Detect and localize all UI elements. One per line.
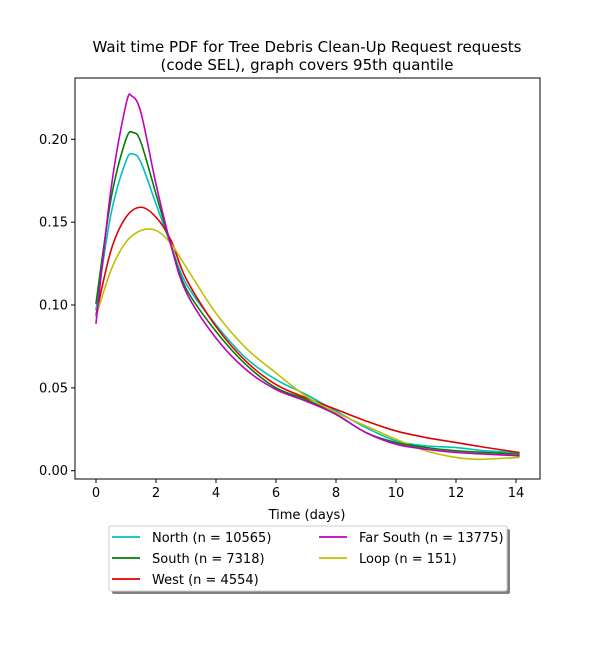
legend-label-1: West (n = 4554) bbox=[152, 573, 259, 588]
x-tick-label: 8 bbox=[332, 486, 340, 501]
x-tick-label: 10 bbox=[388, 486, 405, 501]
y-tick-label: 0.15 bbox=[39, 216, 68, 231]
chart-title-line1: Wait time PDF for Tree Debris Clean-Up R… bbox=[93, 38, 522, 56]
legend-label-0: North (n = 10565) bbox=[152, 531, 271, 546]
x-axis-label: Time (days) bbox=[268, 508, 346, 523]
plot-area bbox=[75, 78, 540, 479]
series-layer bbox=[95, 93, 520, 461]
series-line-3 bbox=[95, 130, 520, 455]
x-tick-label: 4 bbox=[212, 486, 220, 501]
y-axis-ticks: 0.00 0.05 0.10 0.15 0.20 bbox=[39, 133, 75, 479]
x-tick-label: 0 bbox=[92, 486, 100, 501]
legend-box bbox=[108, 525, 508, 592]
x-tick-label: 2 bbox=[152, 486, 160, 501]
legend-label-2: Loop (n = 151) bbox=[359, 552, 457, 567]
x-tick-label: 14 bbox=[508, 486, 525, 501]
x-tick-label: 12 bbox=[448, 486, 465, 501]
y-tick-label: 0.05 bbox=[39, 381, 68, 396]
y-tick-label: 0.20 bbox=[39, 133, 68, 148]
chart-title-line2: (code SEL), graph covers 95th quantile bbox=[161, 56, 454, 74]
y-tick-label: 0.10 bbox=[39, 299, 68, 314]
x-axis-ticks: 0 2 4 6 8 10 12 14 bbox=[92, 479, 524, 501]
series-line-1 bbox=[95, 206, 520, 454]
plot-frame bbox=[74, 77, 541, 480]
legend: North (n = 10565) South (n = 7318) West (n… bbox=[108, 525, 510, 594]
series-line-0 bbox=[95, 152, 520, 454]
series-line-4 bbox=[95, 93, 520, 457]
legend-label-4: Far South (n = 13775) bbox=[359, 531, 504, 546]
legend-label-3: South (n = 7318) bbox=[152, 552, 265, 567]
y-tick-label: 0.00 bbox=[39, 464, 68, 479]
x-tick-label: 6 bbox=[272, 486, 280, 501]
series-line-2 bbox=[95, 228, 520, 461]
legend-items: North (n = 10565) South (n = 7318) West (n… bbox=[112, 531, 504, 588]
